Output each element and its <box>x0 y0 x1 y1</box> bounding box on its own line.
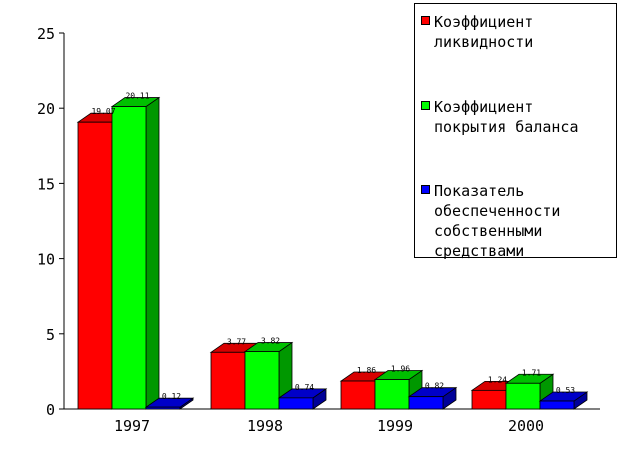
legend-swatch-red <box>421 16 430 25</box>
bar <box>111 106 147 410</box>
y-tick-label: 15 <box>37 175 55 193</box>
bar <box>244 351 280 410</box>
bar <box>539 400 575 410</box>
y-tick-label: 0 <box>46 401 55 419</box>
y-tick-label: 5 <box>46 326 55 344</box>
legend: Коэффициент ликвидности Коэффициент покр… <box>414 3 617 261</box>
bar <box>471 389 507 410</box>
data-label: 1.86 <box>357 366 376 375</box>
data-label: 1.96 <box>391 365 410 374</box>
axes: 0 5 10 15 20 25 1997 1998 1999 2000 <box>37 25 600 435</box>
y-tick-label: 25 <box>37 25 55 43</box>
legend-label-coverage: Коэффициент покрытия баланса <box>434 98 579 136</box>
data-label: 3.82 <box>261 337 280 346</box>
bar <box>340 380 376 410</box>
bar <box>278 397 314 410</box>
data-label: 3.77 <box>227 337 246 346</box>
bar <box>210 351 246 410</box>
value-labels: 19.07 20.11 0.12 3.77 3.82 0.74 1.86 1.96 0.82 1.… <box>91 92 575 402</box>
data-label: 1.24 <box>488 375 507 384</box>
bar <box>145 406 181 410</box>
bar-side <box>145 96 160 410</box>
y-tick-label: 10 <box>37 251 55 269</box>
bar <box>77 121 113 410</box>
legend-item-liquidity: Коэффициент ликвидности <box>421 12 612 52</box>
data-label: 0.74 <box>295 383 314 392</box>
bar <box>374 379 410 410</box>
legend-label-liquidity: Коэффициент ликвидности <box>434 13 534 51</box>
bars <box>76 96 589 410</box>
x-tick-label: 1999 <box>377 417 413 435</box>
legend-label-own-funds: Показатель обеспеченности собственными с… <box>434 182 561 260</box>
data-label: 19.07 <box>91 107 115 116</box>
y-tick-label: 20 <box>37 100 55 118</box>
data-label: 20.11 <box>125 92 149 101</box>
bar <box>408 396 444 410</box>
bar <box>505 382 541 410</box>
legend-item-coverage: Коэффициент покрытия баланса <box>421 97 612 137</box>
x-tick-label: 1997 <box>114 417 150 435</box>
data-label: 0.12 <box>162 392 181 401</box>
x-tick-label: 2000 <box>508 417 544 435</box>
legend-item-own-funds: Показатель обеспеченности собственными с… <box>421 181 612 261</box>
x-tick-label: 1998 <box>247 417 283 435</box>
data-label: 0.82 <box>425 382 444 391</box>
legend-swatch-blue <box>421 185 430 194</box>
data-label: 1.71 <box>522 368 541 377</box>
legend-swatch-green <box>421 101 430 110</box>
data-label: 0.53 <box>556 386 575 395</box>
